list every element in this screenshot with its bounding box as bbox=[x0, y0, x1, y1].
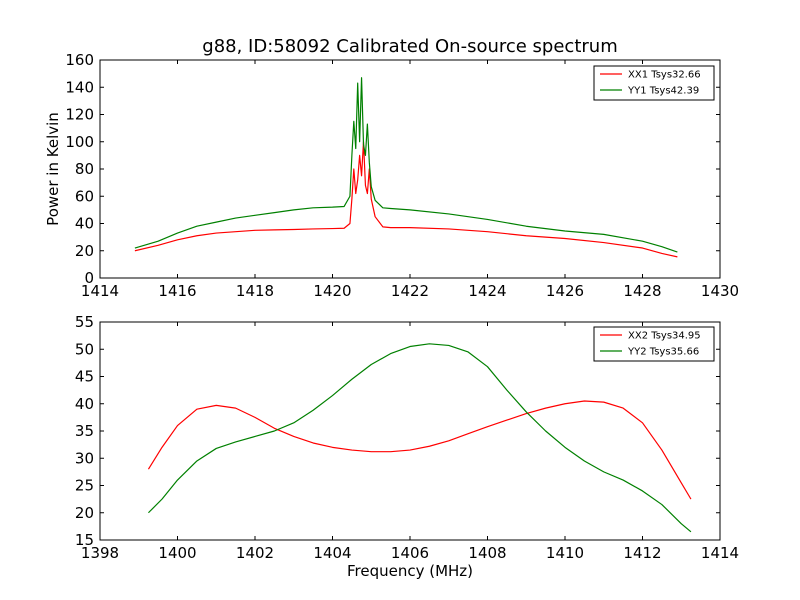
x-tick-label: 1412 bbox=[623, 544, 661, 562]
x-tick-label: 1398 bbox=[81, 544, 119, 562]
legend-label-yy1: YY1 Tsys42.39 bbox=[627, 86, 699, 97]
x-tick-label: 1406 bbox=[391, 544, 429, 562]
x-tick-label: 1404 bbox=[313, 544, 351, 562]
legend-label-xx2: XX2 Tsys34.95 bbox=[628, 331, 701, 342]
y-tick-label: 80 bbox=[75, 160, 94, 178]
y-tick-label: 160 bbox=[65, 51, 94, 69]
bottom-x-axis-label: Frequency (MHz) bbox=[347, 562, 473, 580]
series-line-xx1 bbox=[134, 141, 678, 258]
top-y-axis-label: Power in Kelvin bbox=[44, 112, 62, 226]
x-tick-label: 1422 bbox=[391, 282, 429, 300]
series-line-yy1 bbox=[134, 77, 678, 253]
bottom-legend: XX2 Tsys34.95 YY2 Tsys35.66 bbox=[593, 326, 715, 362]
y-tick-label: 20 bbox=[75, 504, 94, 522]
chart-title: g88, ID:58092 Calibrated On-source spect… bbox=[202, 36, 617, 57]
legend-label-xx1: XX1 Tsys32.66 bbox=[628, 70, 701, 81]
y-tick-label: 20 bbox=[75, 242, 94, 260]
x-tick-label: 1408 bbox=[468, 544, 506, 562]
x-tick-label: 1426 bbox=[546, 282, 584, 300]
x-tick-label: 1414 bbox=[701, 544, 739, 562]
y-tick-label: 25 bbox=[75, 477, 94, 495]
y-tick-label: 40 bbox=[75, 215, 94, 233]
x-tick-label: 1400 bbox=[158, 544, 196, 562]
y-tick-label: 50 bbox=[75, 340, 94, 358]
y-tick-label: 0 bbox=[84, 269, 94, 287]
y-tick-label: 30 bbox=[75, 449, 94, 467]
bottom-legend-box bbox=[593, 326, 715, 362]
x-tick-label: 1424 bbox=[468, 282, 506, 300]
y-tick-label: 45 bbox=[75, 368, 94, 386]
x-tick-label: 1402 bbox=[236, 544, 274, 562]
bottom-spectrum-chart: Frequency (MHz) 1398 1400 1402 1404 1406 1408… bbox=[75, 313, 739, 580]
y-tick-label: 60 bbox=[75, 187, 94, 205]
x-tick-label: 1414 bbox=[81, 282, 119, 300]
y-tick-label: 40 bbox=[75, 395, 94, 413]
top-legend: XX1 Tsys32.66 YY1 Tsys42.39 bbox=[593, 65, 715, 101]
x-tick-label: 1420 bbox=[313, 282, 351, 300]
series-line-yy2 bbox=[148, 343, 692, 533]
legend-label-yy2: YY2 Tsys35.66 bbox=[627, 347, 699, 358]
x-tick-label: 1428 bbox=[623, 282, 661, 300]
x-tick-label: 1416 bbox=[158, 282, 196, 300]
y-tick-label: 120 bbox=[65, 106, 94, 124]
top-spectrum-chart: g88, ID:58092 Calibrated On-source spect… bbox=[44, 36, 739, 300]
y-tick-label: 35 bbox=[75, 422, 94, 440]
y-tick-label: 100 bbox=[65, 133, 94, 151]
x-tick-label: 1410 bbox=[546, 544, 584, 562]
y-tick-label: 55 bbox=[75, 313, 94, 331]
x-tick-label: 1430 bbox=[701, 282, 739, 300]
x-tick-label: 1418 bbox=[236, 282, 274, 300]
y-tick-label: 140 bbox=[65, 78, 94, 96]
series-line-xx2 bbox=[147, 400, 692, 500]
top-legend-box bbox=[593, 65, 715, 101]
y-tick-label: 15 bbox=[75, 531, 94, 549]
